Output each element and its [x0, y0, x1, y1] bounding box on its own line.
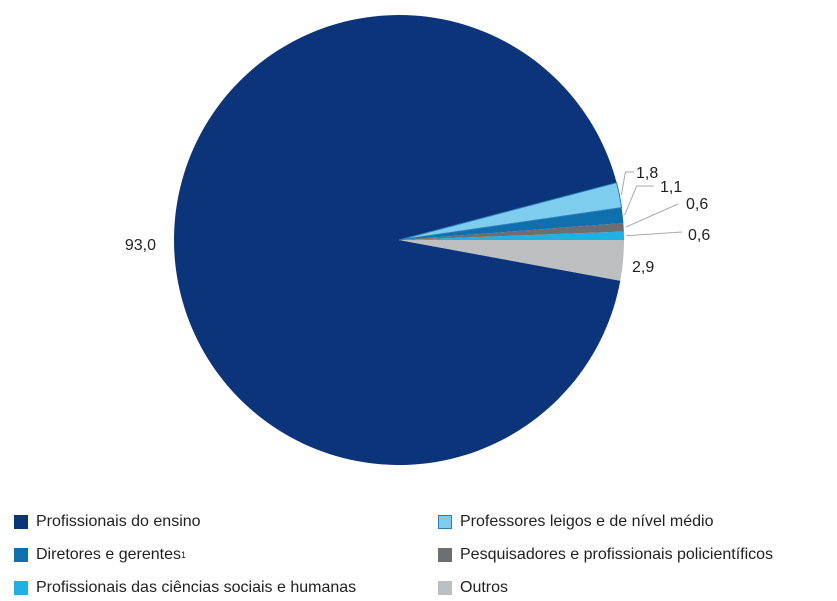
legend-label: Pesquisadores e profissionais policientí…: [460, 546, 774, 563]
pie-chart: 93,01,81,10,60,62,9: [125, 15, 710, 466]
data-label-pesquisadores: 0,6: [686, 196, 708, 213]
leader-line-professores-leigos: [620, 171, 634, 195]
data-label-diretores-e-gerentes: 1,1: [660, 179, 682, 196]
data-label-profissionais-do-ensino: 93,0: [125, 237, 156, 254]
legend-label: Professores leigos e de nível médio: [460, 513, 714, 530]
leader-line-pesquisadores: [625, 203, 679, 228]
slice-outros: [399, 240, 624, 281]
slice-pesquisadores: [399, 223, 624, 240]
legend-label: Diretores e gerentes: [36, 546, 181, 563]
leader-line-diretores-e-gerentes: [624, 185, 654, 216]
legend-swatch: [14, 548, 28, 562]
legend-label: Outros: [460, 579, 509, 596]
slice-profissionais-do-ensino: [174, 15, 621, 466]
legend-swatch: [438, 581, 452, 595]
legend-item-professores-leigos: Professores leigos e de nível médio: [438, 512, 713, 532]
pie-slices: [174, 15, 624, 466]
legend-item-pesquisadores: Pesquisadores e profissionais policientí…: [438, 545, 773, 565]
data-labels: 93,01,81,10,60,62,9: [125, 165, 710, 276]
data-label-outros: 2,9: [632, 259, 654, 276]
legend-item-outros: Outros: [438, 578, 508, 598]
legend-swatch: [14, 581, 28, 595]
legend-swatch: [438, 515, 452, 529]
slice-profissionais-ciencias-sociais: [399, 231, 624, 240]
data-label-profissionais-ciencias-sociais: 0,6: [688, 227, 710, 244]
legend-item-profissionais-do-ensino: Profissionais do ensino: [14, 512, 201, 532]
legend-swatch: [14, 515, 28, 529]
data-label-professores-leigos: 1,8: [636, 165, 658, 182]
slice-professores-leigos: [398, 182, 623, 241]
leader-lines: [620, 171, 683, 237]
leader-line-profissionais-ciencias-sociais: [625, 231, 683, 237]
legend-label: Profissionais do ensino: [36, 513, 201, 530]
legend-label: Profissionais das ciências sociais e hum…: [36, 579, 357, 596]
legend-item-profissionais-das-ciencias-sociais-e-humanas: Profissionais das ciências sociais e hum…: [14, 578, 356, 598]
legend-item-diretores-e-gerentes: Diretores e gerentes 1: [14, 545, 186, 565]
legend-swatch: [438, 548, 452, 562]
